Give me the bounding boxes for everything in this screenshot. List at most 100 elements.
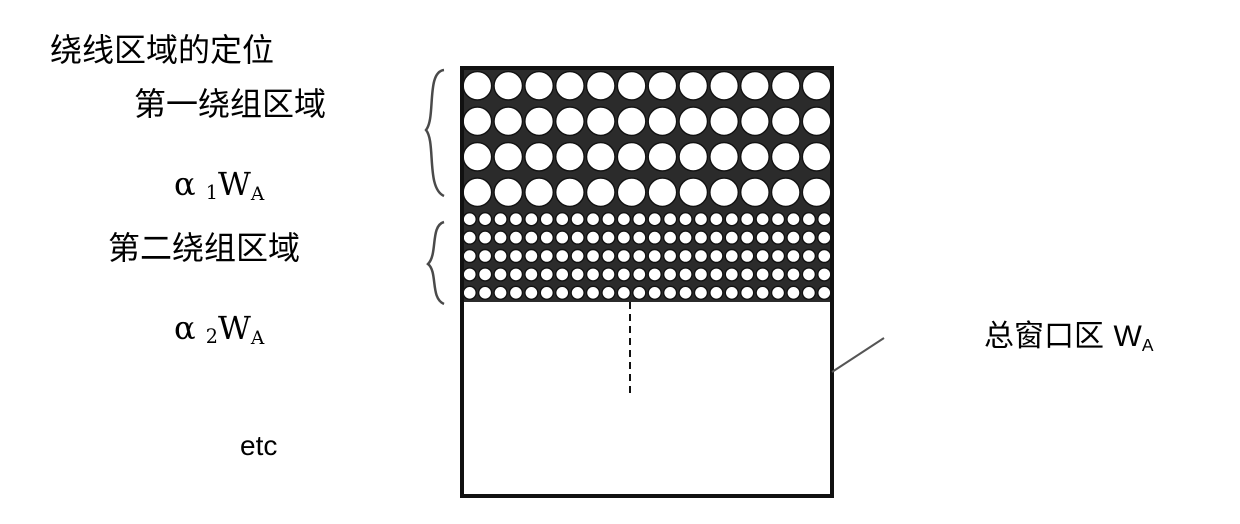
conductor-circle xyxy=(524,230,539,245)
conductor-circle xyxy=(709,248,724,264)
conductor-circle xyxy=(770,248,786,264)
conductor-circle xyxy=(647,177,678,208)
conductor-circle xyxy=(678,248,693,264)
conductor-circle xyxy=(585,285,601,301)
conductor-circle xyxy=(770,285,786,301)
conductor-circle xyxy=(493,285,508,301)
conductor-circle xyxy=(601,267,616,282)
conductor-circle xyxy=(801,230,817,245)
conductor-circle xyxy=(724,211,739,227)
conductor-circle xyxy=(817,267,832,282)
conductor-circle xyxy=(709,106,739,137)
conductor-circle xyxy=(693,248,709,264)
conductor-circle xyxy=(601,285,616,301)
region2-fraction-label: α 2WA xyxy=(174,309,264,348)
conductor-circle xyxy=(601,230,616,245)
conductor-circle xyxy=(632,248,647,264)
conductor-circle xyxy=(524,285,539,301)
conductor-circle xyxy=(585,106,616,137)
conductor-circle xyxy=(801,177,832,208)
w-symbol: W xyxy=(218,309,251,347)
conductor-circle xyxy=(539,211,554,227)
conductor-circle xyxy=(555,70,585,101)
conductor-circle xyxy=(786,230,801,245)
conductor-circle xyxy=(739,285,755,301)
alpha-index: 2 xyxy=(205,324,218,348)
conductor-circle xyxy=(662,285,678,301)
conductor-circle xyxy=(801,70,832,101)
w-symbol: W xyxy=(218,165,251,203)
conductor-circle xyxy=(462,248,477,264)
conductor-circle xyxy=(585,230,601,245)
conductor-circle xyxy=(524,267,539,282)
conductor-circle xyxy=(493,70,524,101)
conductor-circle xyxy=(477,230,493,245)
conductor-circle xyxy=(662,267,678,282)
conductor-circle xyxy=(616,285,632,301)
conductor-circle xyxy=(662,211,678,227)
conductor-circle xyxy=(801,248,817,264)
conductor-circle xyxy=(493,211,508,227)
conductor-circle xyxy=(755,285,770,301)
conductor-circle xyxy=(647,267,662,282)
conductor-circle xyxy=(616,230,632,245)
conductor-circle xyxy=(739,230,755,245)
conductor-circle xyxy=(724,248,739,264)
conductor-circle xyxy=(693,230,709,245)
conductor-circle xyxy=(524,211,539,227)
conductor-circle xyxy=(570,267,585,282)
conductor-circle xyxy=(770,70,801,101)
conductor-circle xyxy=(585,177,616,208)
conductor-circle xyxy=(524,141,554,172)
conductor-circle xyxy=(508,230,524,245)
conductor-circle xyxy=(678,230,693,245)
conductor-circle xyxy=(647,106,678,137)
conductor-circle xyxy=(585,70,616,101)
conductor-circle xyxy=(493,248,508,264)
conductor-circle xyxy=(585,141,616,172)
conductor-circle xyxy=(555,177,585,208)
conductor-circle xyxy=(786,248,801,264)
total-window-label: 总窗口区 WA xyxy=(984,319,1153,354)
conductor-circle xyxy=(493,177,524,208)
conductor-circle xyxy=(801,141,832,172)
region1-label: 第一绕组区域 xyxy=(134,85,327,123)
conductor-circle xyxy=(462,141,493,172)
alpha-symbol: α xyxy=(174,165,196,203)
conductor-circle xyxy=(647,285,662,301)
conductor-circle xyxy=(647,211,662,227)
conductor-circle xyxy=(570,211,585,227)
region1-brace xyxy=(424,68,445,198)
conductor-circle xyxy=(709,230,724,245)
conductor-circle xyxy=(739,211,755,227)
conductor-circle xyxy=(693,211,709,227)
conductor-circle xyxy=(508,211,524,227)
conductor-circle xyxy=(709,70,739,101)
conductor-circle xyxy=(740,141,770,172)
conductor-circle xyxy=(554,248,570,264)
conductor-circle xyxy=(616,211,632,227)
conductor-circle xyxy=(740,106,770,137)
conductor-circle xyxy=(678,106,709,137)
conductor-circle xyxy=(770,141,801,172)
window-outline xyxy=(460,66,834,498)
conductor-circle xyxy=(678,177,709,208)
region2-label: 第二绕组区域 xyxy=(108,229,301,267)
conductor-circle xyxy=(801,285,817,301)
conductor-circle xyxy=(632,211,647,227)
conductor-fill-background xyxy=(462,210,832,302)
conductor-circle xyxy=(693,285,709,301)
conductor-circle xyxy=(709,285,724,301)
conductor-circle xyxy=(462,177,493,208)
conductor-circle xyxy=(477,248,493,264)
conductor-circle xyxy=(462,70,493,101)
conductor-circle xyxy=(477,267,493,282)
alpha-symbol: α xyxy=(174,309,196,347)
conductor-circle xyxy=(462,267,477,282)
conductor-circle xyxy=(616,106,647,137)
conductor-circle xyxy=(585,267,601,282)
conductor-circle xyxy=(786,267,801,282)
window-text: 总窗口区 xyxy=(984,319,1104,354)
conductor-circle xyxy=(554,230,570,245)
conductor-circle xyxy=(570,285,585,301)
